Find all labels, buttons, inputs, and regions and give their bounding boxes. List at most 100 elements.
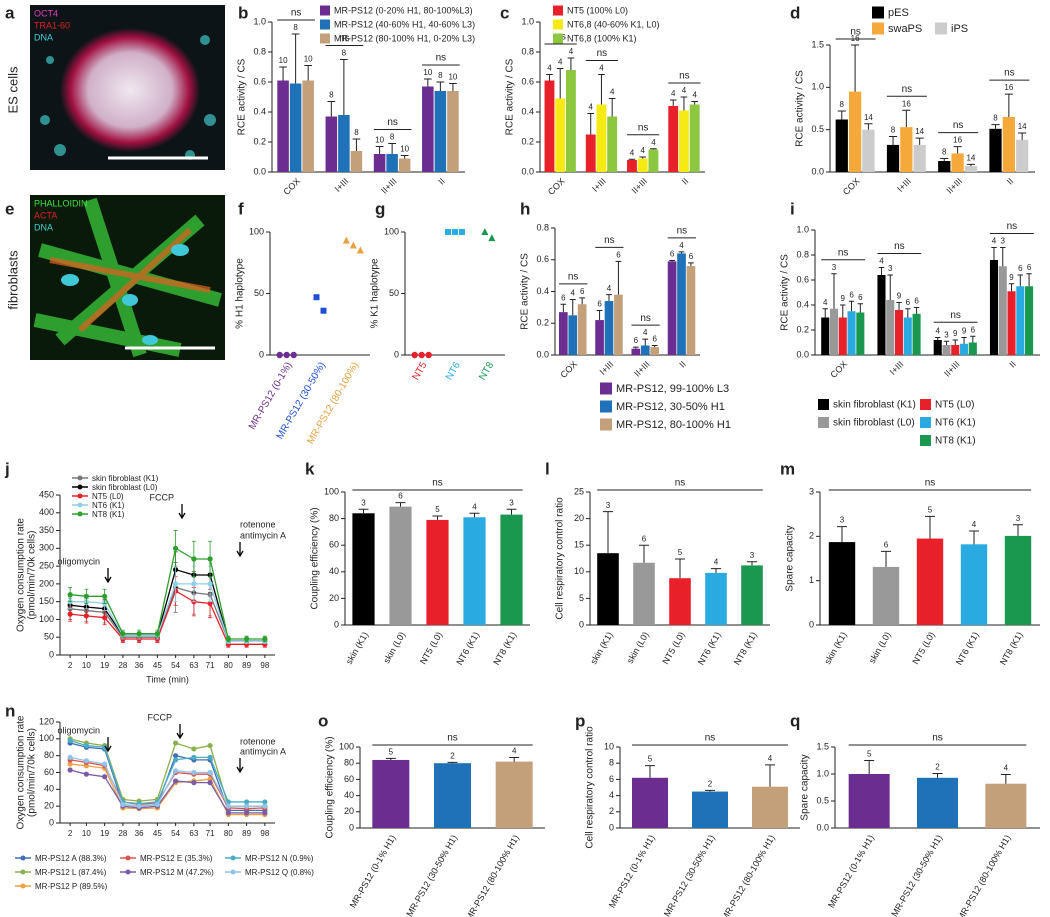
x-tick-label: 63: [189, 661, 198, 670]
y-axis-label: Cell respiratory control ratio: [555, 497, 566, 620]
bracket-label: ns: [675, 478, 686, 489]
point: [173, 768, 179, 774]
bar: [632, 777, 668, 828]
stain-label: DNA: [34, 32, 53, 42]
annotation: antimycin A: [240, 746, 286, 756]
x-tick-label: 2: [68, 661, 73, 670]
bracket-label: ns: [953, 120, 964, 131]
y-tick-label: 250: [39, 560, 54, 570]
bar: [917, 777, 958, 828]
bar: [848, 774, 890, 828]
x-tick-label: MR-PS12 (30-50% H1): [889, 833, 944, 917]
bar: [668, 106, 679, 172]
bar: [614, 294, 623, 355]
bar: [989, 260, 999, 355]
legend-swatch: [920, 399, 931, 410]
point: [225, 641, 231, 647]
y-tick-label: 1.0: [253, 16, 266, 26]
y-tick-label: 25: [574, 486, 584, 496]
error-bar: [905, 308, 911, 318]
legend-label: NT5 (100% L0): [567, 5, 628, 15]
point: [191, 754, 197, 760]
bar: [633, 562, 655, 625]
x-tick-label: 2: [68, 829, 73, 838]
error-bar: [925, 515, 935, 539]
n-label: 4: [588, 103, 593, 112]
y-tick-label: 0.6: [253, 76, 266, 86]
bar: [585, 134, 596, 172]
x-tick-label: NT6 (K1): [954, 630, 981, 667]
point: [173, 545, 179, 551]
legend-label: MR-PS12 Q (0.8%): [245, 868, 314, 877]
bracket-label: ns: [568, 271, 579, 282]
n-label: 8: [840, 100, 845, 109]
error-bar: [675, 558, 685, 579]
point: [207, 742, 213, 749]
x-tick-label: 71: [206, 829, 215, 838]
point: [102, 761, 108, 767]
n-label: 4: [679, 241, 684, 250]
legend-label: MR-PS12 A (88.3%): [35, 854, 107, 863]
n-label: 4: [651, 138, 656, 147]
legend-label: pES: [888, 7, 909, 19]
n-label: 10: [279, 56, 288, 65]
error-bar: [587, 113, 595, 135]
error-bar: [304, 65, 313, 81]
n-label: 6: [398, 492, 403, 501]
error-bar: [961, 337, 967, 344]
dot: [445, 229, 451, 235]
bracket-label: ns: [705, 733, 716, 744]
point: [120, 801, 126, 808]
error-bar: [388, 143, 396, 154]
y-tick-label: 0.0: [796, 349, 809, 359]
y-tick-label: 0.8: [253, 46, 266, 56]
n-label: 5: [648, 755, 653, 764]
y-tick-label: 100: [324, 486, 339, 496]
x-axis-label: Time (min): [146, 674, 189, 684]
n-label: 4: [571, 289, 576, 298]
bar: [434, 763, 471, 828]
x-tick-label: 89: [242, 661, 251, 670]
bar: [555, 98, 566, 172]
point: [173, 757, 179, 763]
panel-letter: l: [545, 459, 550, 478]
legend-label: NT8 (K1): [92, 510, 125, 519]
error-bar: [615, 260, 622, 295]
legend-swatch: [818, 417, 829, 428]
y-tick-label: 0.5: [816, 795, 829, 805]
bracket-label: ns: [679, 71, 690, 82]
panel-letter: e: [5, 199, 14, 218]
point: [225, 803, 231, 809]
x-tick-label: II: [1007, 359, 1018, 370]
x-tick-label: COX: [558, 359, 579, 380]
n-label: 2: [708, 779, 713, 788]
bracket-label: ns: [950, 310, 961, 321]
y-axis-label: RCE activity / CS: [520, 253, 531, 330]
bar: [669, 578, 691, 625]
n-label: 10: [423, 68, 432, 77]
legend-label: NT6,8 (40-60% K1, L0): [567, 19, 660, 29]
point: [67, 761, 73, 767]
dot: [452, 229, 458, 235]
point: [102, 774, 108, 780]
point: [207, 600, 213, 607]
error-bar: [691, 101, 698, 105]
n-label: 6: [849, 290, 854, 299]
y-tick-label: 100: [384, 226, 399, 236]
error-bar: [606, 294, 612, 302]
x-tick-label: 63: [189, 829, 198, 838]
bracket-label: ns: [850, 27, 861, 38]
dot: [342, 236, 350, 244]
legend-swatch: [77, 511, 83, 517]
x-tick-label: MR-PS12 (0-1% H1): [348, 833, 398, 909]
bar: [558, 312, 568, 355]
stain-label: PHALLOIDIN: [34, 198, 88, 208]
error-bar: [969, 530, 979, 545]
stain-label: OCT4: [34, 8, 58, 18]
legend-label: NT6,8 (100% K1): [567, 33, 637, 43]
y-tick-label: 0: [334, 619, 339, 629]
error-bar: [567, 57, 575, 70]
n-label: 10: [400, 145, 409, 154]
bar: [942, 345, 951, 355]
